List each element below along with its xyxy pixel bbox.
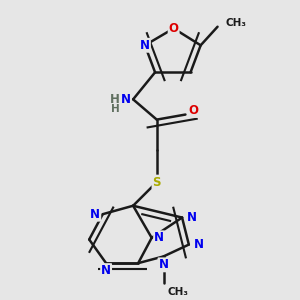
Text: N: N bbox=[121, 93, 131, 106]
Text: CH₃: CH₃ bbox=[168, 287, 189, 297]
Text: N: N bbox=[187, 211, 196, 224]
Text: N: N bbox=[140, 39, 150, 52]
Text: S: S bbox=[152, 176, 161, 189]
Text: H: H bbox=[110, 93, 119, 106]
Text: N: N bbox=[194, 238, 204, 251]
Text: N: N bbox=[101, 264, 111, 277]
Text: N: N bbox=[90, 208, 100, 221]
Text: N: N bbox=[154, 231, 164, 244]
Text: O: O bbox=[169, 22, 178, 35]
Text: H: H bbox=[111, 104, 120, 114]
Text: N: N bbox=[158, 258, 169, 271]
Text: O: O bbox=[188, 104, 198, 117]
Text: CH₃: CH₃ bbox=[226, 18, 247, 28]
